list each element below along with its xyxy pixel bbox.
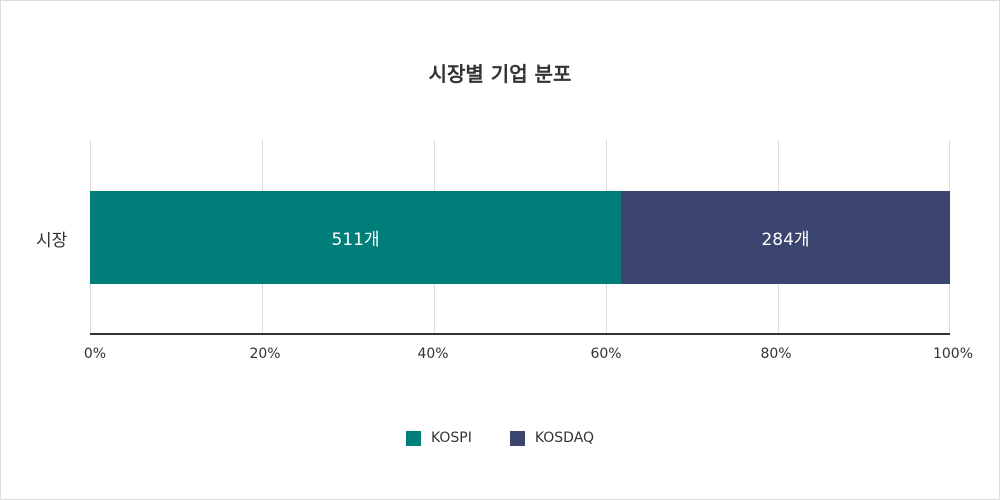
x-tick: 20% bbox=[249, 346, 281, 362]
bar-kospi[interactable]: 511개 bbox=[90, 191, 621, 284]
x-tick: 40% bbox=[417, 346, 449, 362]
legend: KOSPI KOSDAQ bbox=[0, 430, 1000, 446]
legend-label-kospi: KOSPI bbox=[430, 430, 472, 446]
x-tick: 0% bbox=[83, 346, 107, 362]
bar-label-kospi: 511개 bbox=[331, 230, 380, 250]
legend-item-kospi[interactable]: KOSPI bbox=[405, 430, 472, 446]
x-tick: 80% bbox=[760, 346, 792, 362]
x-tick: 60% bbox=[590, 346, 622, 362]
legend-swatch-kosdaq bbox=[509, 430, 525, 446]
bar-kosdaq[interactable]: 284개 bbox=[621, 191, 950, 284]
x-axis-line bbox=[90, 333, 950, 335]
legend-item-kosdaq[interactable]: KOSDAQ bbox=[509, 430, 595, 446]
y-category-label: 시장 bbox=[36, 231, 68, 251]
bar-label-kosdaq: 284개 bbox=[761, 230, 810, 250]
x-tick: 100% bbox=[932, 346, 974, 362]
legend-label-kosdaq: KOSDAQ bbox=[534, 430, 595, 446]
chart-title: 시장별 기업 분포 bbox=[428, 62, 572, 86]
legend-swatch-kospi bbox=[405, 430, 421, 446]
plot-area: 511개 284개 bbox=[90, 140, 950, 334]
